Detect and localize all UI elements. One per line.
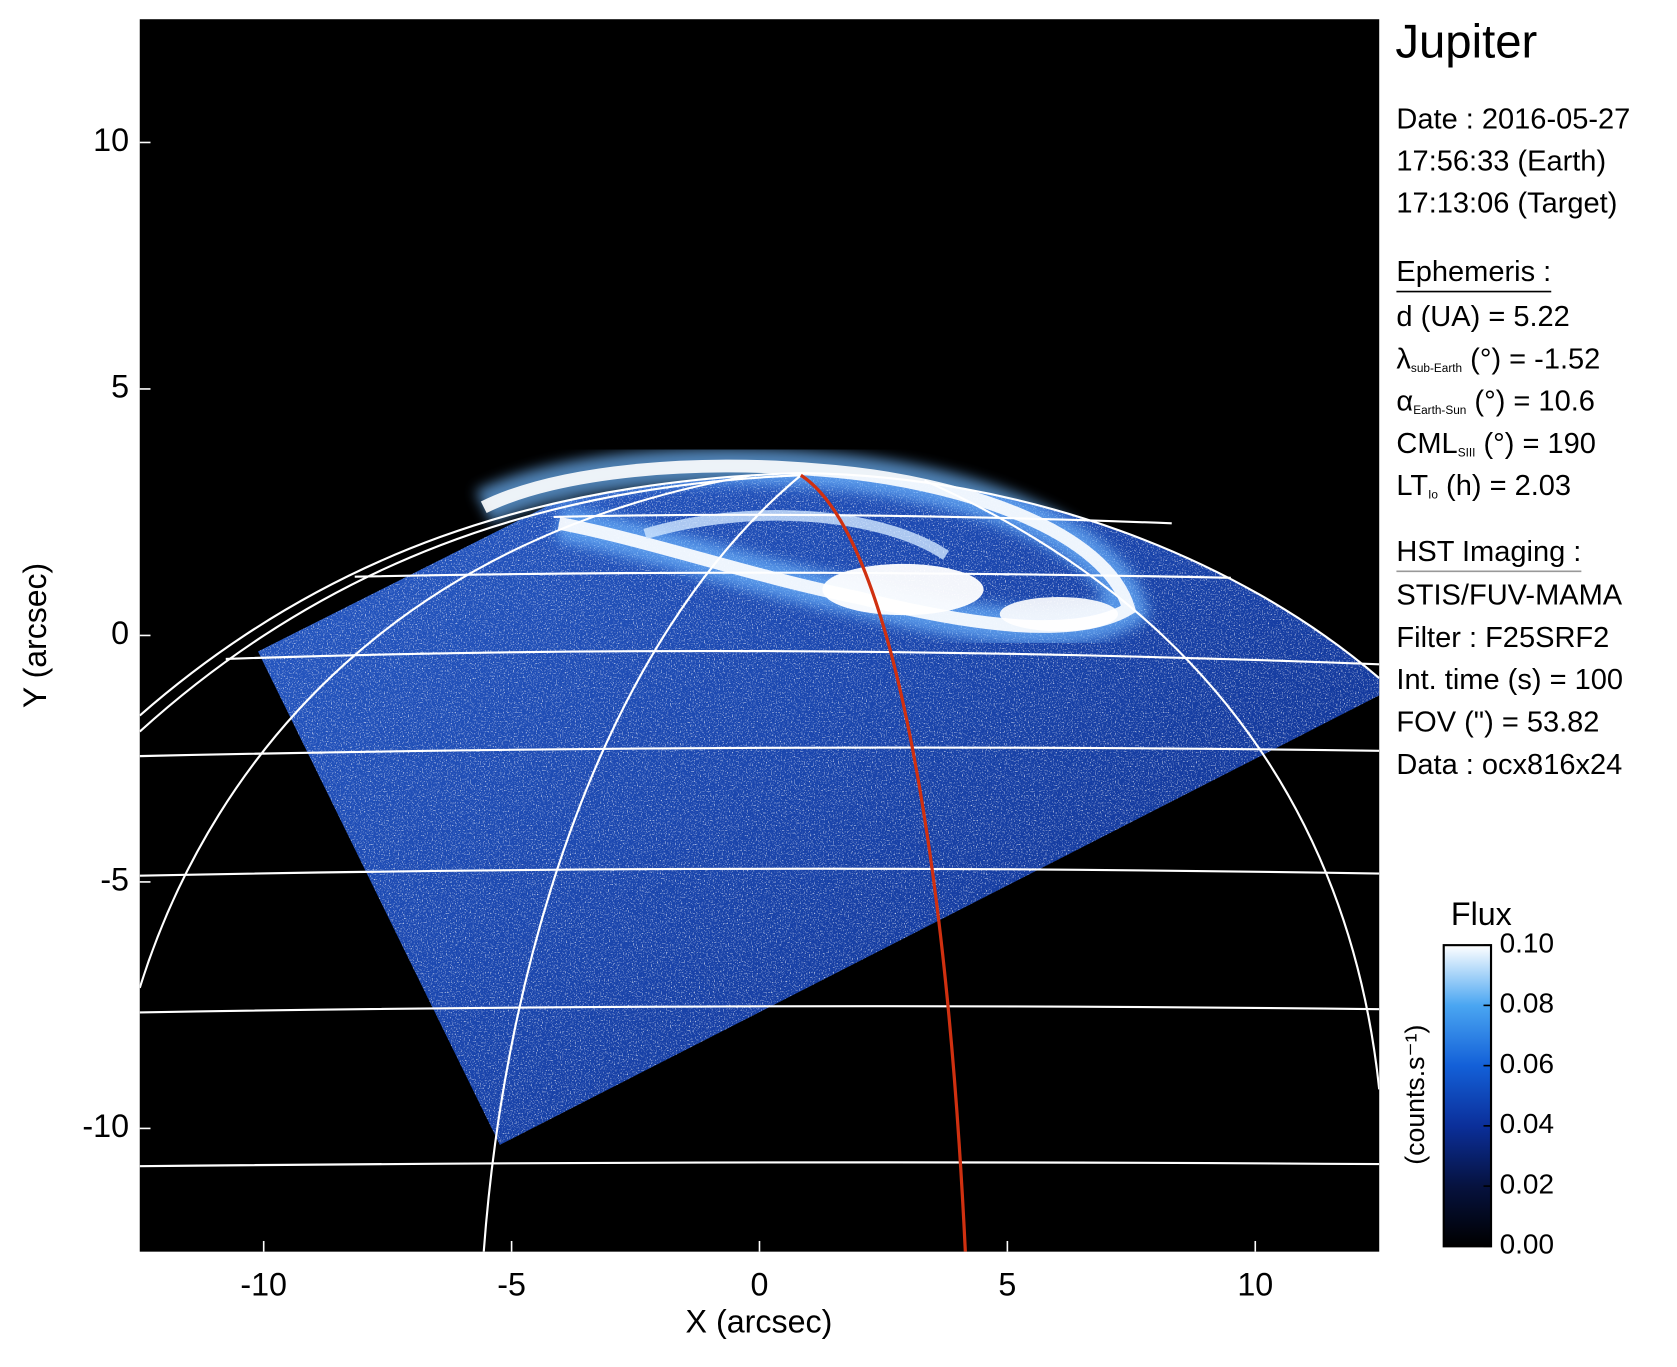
subscript: sub-Earth <box>1411 362 1462 375</box>
io-footpath <box>799 473 967 1252</box>
x-axis-label: X (arcsec) <box>686 1304 833 1340</box>
ephemeris-line: CMLSIII (°) = 190 <box>1396 428 1595 460</box>
value-text: (°) = -1.52 <box>1462 343 1600 375</box>
x-tick-label: -10 <box>240 1266 287 1302</box>
x-tick-label: 10 <box>1237 1266 1273 1302</box>
y-tick-label: -10 <box>82 1108 129 1144</box>
ephemeris-line: d (UA) = 5.22 <box>1396 301 1569 333</box>
value-text: (h) = 2.03 <box>1438 470 1571 502</box>
imaging-line: Data : ocx816x24 <box>1396 749 1622 781</box>
ephemeris-line: λsub-Earth (°) = -1.52 <box>1396 343 1600 375</box>
plot-area <box>139 19 1380 1252</box>
imaging-line: Int. time (s) = 100 <box>1396 664 1623 696</box>
colorbar-tick-label: 0.04 <box>1500 1108 1554 1139</box>
value-text: (°) = 190 <box>1475 428 1595 460</box>
colorbar-tick-label: 0.02 <box>1500 1169 1554 1200</box>
y-axis-label: Y (arcsec) <box>17 563 53 708</box>
y-tick-label: -5 <box>100 861 129 897</box>
colorbar-label: (counts.s⁻¹) <box>1400 1025 1430 1165</box>
imaging-line: STIS/FUV-MAMA <box>1396 580 1622 612</box>
date-line: 17:13:06 (Target) <box>1396 188 1617 220</box>
imaging-line: FOV (") = 53.82 <box>1396 707 1599 739</box>
aurora <box>475 447 1151 645</box>
symbol: λ <box>1396 343 1411 375</box>
symbol: CML <box>1396 428 1457 460</box>
value-text: (°) = 10.6 <box>1466 385 1595 417</box>
y-tick-label: 0 <box>111 615 129 651</box>
x-tick-label: -5 <box>497 1266 526 1302</box>
colorbar-tick-label: 0.10 <box>1500 928 1554 959</box>
colorbar-tick-label: 0.00 <box>1500 1229 1554 1260</box>
subscript: Earth-Sun <box>1413 404 1466 417</box>
noise <box>258 474 1380 1145</box>
y-tick-label: 5 <box>111 369 129 405</box>
x-tick-label: 0 <box>751 1266 769 1302</box>
subscript: Io <box>1428 489 1438 502</box>
y-tick-label: 10 <box>93 122 129 158</box>
panel-title: Jupiter <box>1395 14 1537 67</box>
symbol: LT <box>1396 470 1428 502</box>
colorbar <box>1442 944 1493 1248</box>
value-text: d (UA) = 5.22 <box>1396 301 1569 333</box>
colorbar-title: Flux <box>1451 896 1512 932</box>
x-tick-label: 5 <box>998 1266 1016 1302</box>
panel-heading: HST Imaging : <box>1396 536 1581 568</box>
date-line: Date : 2016-05-27 <box>1396 103 1630 135</box>
colorbar-tick-label: 0.06 <box>1500 1048 1554 1079</box>
symbol: α <box>1396 385 1413 417</box>
ephemeris-line: αEarth-Sun (°) = 10.6 <box>1396 385 1594 417</box>
colorbar-tick-label: 0.08 <box>1500 988 1554 1019</box>
date-line: 17:56:33 (Earth) <box>1396 146 1606 178</box>
ephemeris-line: LTIo (h) = 2.03 <box>1396 470 1571 502</box>
panel-heading: Ephemeris : <box>1396 256 1551 288</box>
coordinate-grid <box>139 472 1380 1252</box>
subscript: SIII <box>1458 446 1476 459</box>
image <box>139 447 1380 1252</box>
imaging-line: Filter : F25SRF2 <box>1396 622 1609 654</box>
